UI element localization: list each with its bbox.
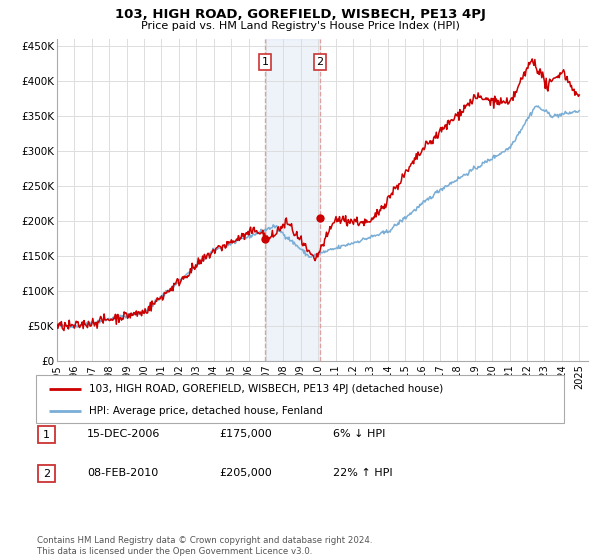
- Text: 103, HIGH ROAD, GOREFIELD, WISBECH, PE13 4PJ: 103, HIGH ROAD, GOREFIELD, WISBECH, PE13…: [115, 8, 485, 21]
- Text: 08-FEB-2010: 08-FEB-2010: [87, 468, 158, 478]
- Text: 103, HIGH ROAD, GOREFIELD, WISBECH, PE13 4PJ (detached house): 103, HIGH ROAD, GOREFIELD, WISBECH, PE13…: [89, 384, 443, 394]
- Text: Price paid vs. HM Land Registry's House Price Index (HPI): Price paid vs. HM Land Registry's House …: [140, 21, 460, 31]
- Text: £175,000: £175,000: [219, 429, 272, 439]
- FancyBboxPatch shape: [38, 426, 55, 443]
- Text: Contains HM Land Registry data © Crown copyright and database right 2024.
This d: Contains HM Land Registry data © Crown c…: [37, 536, 373, 556]
- Text: 1: 1: [262, 57, 269, 67]
- Text: £205,000: £205,000: [219, 468, 272, 478]
- Text: 1: 1: [43, 430, 50, 440]
- Text: 22% ↑ HPI: 22% ↑ HPI: [333, 468, 392, 478]
- Text: 2: 2: [43, 469, 50, 479]
- FancyBboxPatch shape: [38, 465, 55, 482]
- Text: HPI: Average price, detached house, Fenland: HPI: Average price, detached house, Fenl…: [89, 406, 323, 416]
- Text: 15-DEC-2006: 15-DEC-2006: [87, 429, 160, 439]
- Text: 6% ↓ HPI: 6% ↓ HPI: [333, 429, 385, 439]
- Bar: [265, 39, 320, 361]
- FancyBboxPatch shape: [36, 375, 564, 423]
- Text: 2: 2: [317, 57, 323, 67]
